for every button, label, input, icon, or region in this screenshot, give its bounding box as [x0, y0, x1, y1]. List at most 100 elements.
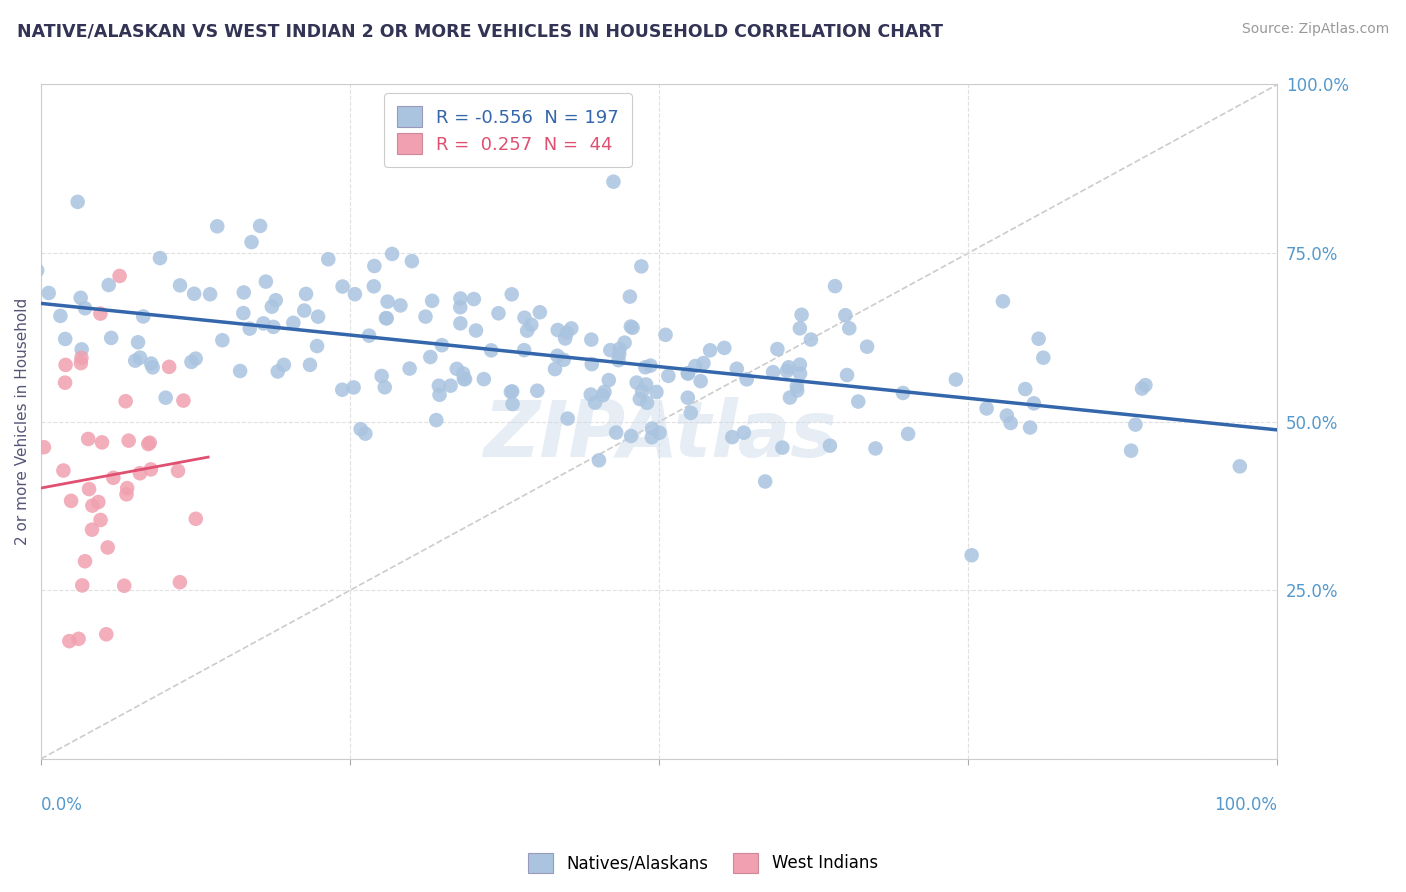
Point: [607, 353, 630, 368]
Point: [350, 422, 373, 436]
Point: [1028, 332, 1050, 346]
Point: [72, 578, 94, 592]
Point: [856, 340, 879, 354]
Point: [82, 499, 104, 513]
Point: [254, 275, 277, 289]
Point: [70, 351, 93, 365]
Point: [776, 364, 799, 378]
Point: [139, 357, 162, 371]
Point: [273, 358, 295, 372]
Point: [439, 378, 461, 392]
Point: [1399, 395, 1406, 409]
Point: [449, 300, 471, 314]
Point: [370, 369, 392, 384]
Point: [991, 294, 1014, 309]
Point: [789, 321, 811, 335]
Point: [620, 429, 643, 443]
Point: [835, 368, 858, 382]
Point: [73, 301, 96, 316]
Point: [260, 300, 283, 314]
Point: [725, 361, 748, 376]
Point: [77, 482, 100, 496]
Point: [553, 352, 575, 367]
Point: [613, 335, 636, 350]
Point: [232, 285, 254, 300]
Point: [1229, 459, 1251, 474]
Point: [1014, 382, 1036, 396]
Point: [626, 376, 648, 390]
Point: [53, 376, 76, 390]
Point: [676, 366, 699, 380]
Point: [766, 342, 789, 356]
Point: [554, 331, 576, 345]
Point: [555, 326, 578, 340]
Point: [155, 391, 177, 405]
Point: [628, 392, 651, 406]
Point: [25, 263, 48, 277]
Point: [516, 324, 538, 338]
Point: [7, 488, 30, 502]
Point: [232, 306, 254, 320]
Point: [621, 321, 644, 335]
Point: [77, 432, 100, 446]
Point: [97, 278, 120, 293]
Point: [169, 575, 191, 590]
Point: [184, 351, 207, 366]
Point: [1000, 416, 1022, 430]
Point: [420, 293, 443, 308]
Point: [115, 481, 138, 495]
Point: [529, 305, 551, 319]
Point: [790, 308, 813, 322]
Point: [786, 384, 808, 398]
Point: [593, 384, 616, 399]
Point: [32, 440, 55, 454]
Point: [463, 292, 485, 306]
Point: [357, 328, 380, 343]
Y-axis label: 2 or more Vehicles in Household: 2 or more Vehicles in Household: [15, 298, 30, 545]
Point: [546, 349, 568, 363]
Point: [0, 532, 14, 546]
Point: [375, 311, 398, 326]
Point: [330, 383, 353, 397]
Point: [676, 391, 699, 405]
Point: [679, 406, 702, 420]
Point: [139, 462, 162, 476]
Point: [96, 627, 118, 641]
Point: [631, 384, 654, 399]
Point: [588, 453, 610, 467]
Point: [648, 425, 671, 440]
Point: [363, 279, 385, 293]
Point: [90, 513, 112, 527]
Point: [454, 372, 477, 386]
Point: [17, 359, 39, 373]
Point: [598, 373, 620, 387]
Point: [283, 316, 305, 330]
Point: [343, 380, 366, 394]
Point: [786, 379, 808, 393]
Point: [132, 310, 155, 324]
Point: [70, 356, 93, 370]
Point: [97, 541, 120, 555]
Point: [389, 298, 412, 312]
Point: [513, 310, 536, 325]
Point: [136, 437, 159, 451]
Point: [172, 393, 194, 408]
Point: [654, 327, 676, 342]
Point: [1022, 396, 1045, 410]
Point: [960, 548, 983, 562]
Point: [520, 318, 543, 332]
Point: [142, 360, 165, 375]
Point: [58, 634, 80, 648]
Point: [108, 268, 131, 283]
Point: [581, 357, 603, 371]
Point: [239, 321, 262, 335]
Point: [91, 435, 114, 450]
Point: [118, 434, 141, 448]
Point: [1032, 351, 1054, 365]
Point: [21, 601, 44, 615]
Point: [332, 279, 354, 293]
Point: [112, 579, 135, 593]
Point: [374, 380, 396, 394]
Point: [995, 409, 1018, 423]
Point: [544, 362, 567, 376]
